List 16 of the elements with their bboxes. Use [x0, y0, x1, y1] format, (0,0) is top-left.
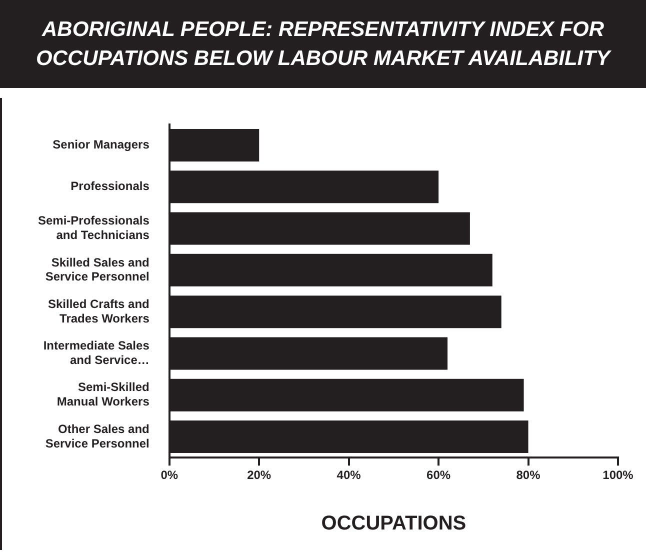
- x-tick-label: 60%: [426, 468, 451, 482]
- y-tick-label: Semi-Skilled Manual Workers: [56, 380, 150, 409]
- x-tick-label: 100%: [602, 468, 634, 482]
- x-tick-label: 20%: [247, 468, 272, 482]
- y-tick-label: Semi-Professionals and Technicians: [38, 214, 150, 242]
- x-tick-label: 0%: [160, 468, 178, 482]
- y-tick-label: Other Sales and Service Personnel: [45, 422, 150, 450]
- chart-title: ABORIGINAL PEOPLE: REPRESENTATIVITY INDEX FOR OCCUPATIONS BELOW LABOUR MARKET AVAILABILITY: [35, 17, 612, 72]
- y-tick-label: Skilled Crafts and Trades Workers: [48, 296, 150, 326]
- x-tick-label: 80%: [516, 468, 541, 482]
- y-tick-label: Intermediate Sales and Service…: [43, 338, 150, 367]
- x-axis-title: OCCUPATIONS: [321, 512, 466, 535]
- y-tick-label: Professionals: [70, 179, 150, 194]
- y-tick-label: Senior Managers: [52, 138, 150, 152]
- y-tick-label: Skilled Sales and Service Personnel: [45, 255, 150, 284]
- x-tick-label: 40%: [336, 468, 362, 482]
